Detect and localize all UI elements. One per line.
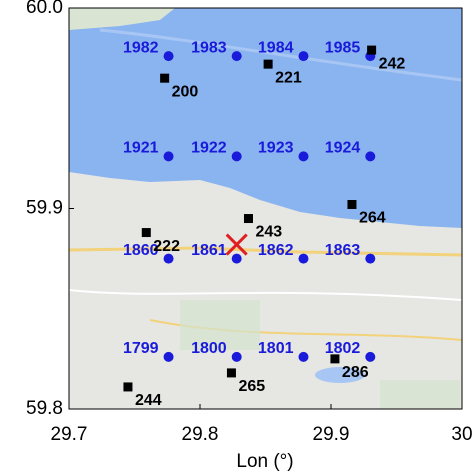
y-tick-label: 60.0	[26, 0, 63, 18]
point-label: 1921	[123, 140, 159, 157]
grid-point	[365, 151, 376, 162]
station-point	[367, 45, 377, 55]
station-point	[123, 382, 133, 392]
x-tick-label: 29.9	[313, 424, 350, 445]
grid-point	[298, 51, 309, 62]
grid-point	[231, 51, 242, 62]
station-point	[141, 228, 151, 238]
point-label: 1802	[325, 340, 361, 357]
grid-point	[231, 253, 242, 264]
grid-point	[298, 351, 309, 362]
point-label: 264	[359, 210, 386, 227]
point-label: 1862	[258, 242, 294, 259]
point-label: 1922	[191, 140, 227, 157]
station-point	[347, 199, 357, 209]
grid-point	[365, 351, 376, 362]
station-point	[160, 73, 170, 83]
point-label: 1799	[123, 340, 159, 357]
grid-point	[163, 51, 174, 62]
station-point	[243, 214, 253, 224]
point-label: 1800	[191, 340, 227, 357]
point-label: 1924	[325, 140, 361, 157]
grid-point	[163, 151, 174, 162]
x-tick-label: 29.7	[51, 424, 88, 445]
point-label: 1984	[258, 39, 294, 56]
point-label: 1861	[191, 242, 227, 259]
x-axis-label: Lon (°)	[236, 451, 293, 472]
grid-point	[298, 253, 309, 264]
station-point	[226, 368, 236, 378]
point-label: 221	[275, 69, 302, 86]
point-label: 286	[342, 364, 369, 381]
target-point	[225, 233, 248, 256]
point-label: 265	[238, 378, 265, 395]
grid-point	[163, 253, 174, 264]
y-tick-label: 59.9	[26, 198, 63, 219]
map-background	[69, 8, 462, 409]
grid-point	[231, 351, 242, 362]
point-label: 243	[255, 224, 282, 241]
x-tick-label: 29.8	[182, 424, 219, 445]
point-label: 244	[135, 392, 162, 409]
grid-point	[163, 351, 174, 362]
point-label: 1985	[325, 39, 361, 56]
point-label: 1923	[258, 140, 294, 157]
grid-point	[231, 151, 242, 162]
point-label: 1983	[191, 39, 227, 56]
station-point	[263, 59, 273, 69]
station-point	[330, 354, 340, 364]
point-label: 200	[172, 83, 199, 100]
grid-point	[298, 151, 309, 162]
x-tick-label: 30	[451, 424, 472, 445]
grid-point	[365, 253, 376, 264]
point-label: 1801	[258, 340, 294, 357]
y-tick-label: 59.8	[26, 398, 63, 419]
point-label: 1982	[123, 39, 159, 56]
point-label: 222	[153, 238, 180, 255]
point-label: 242	[379, 55, 406, 72]
point-label: 1863	[325, 242, 361, 259]
point-label: 1860	[123, 242, 159, 259]
